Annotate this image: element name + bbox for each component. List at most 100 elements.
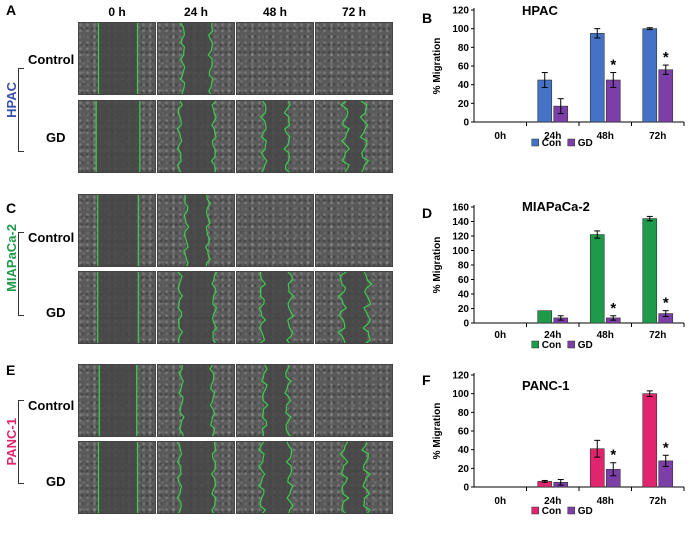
cell-line-label-panc1: PANC-1 [4,418,19,466]
row-label-hpac-control: Control [28,52,75,67]
panel-letter-b: B [422,10,433,26]
wound-gap [181,365,213,436]
legend-label-gd: GD [578,506,593,517]
wound-edge-line [286,272,295,343]
legend-label-con: Con [542,340,561,351]
x-tick-label-72h: 72h [649,131,666,142]
wound-gap [96,101,140,172]
wound-edge-line [183,195,190,266]
y-tick-label: 40 [458,445,470,456]
wound-gap [97,195,139,266]
y-tick-label: 40 [458,290,470,301]
group-bracket-hpac [18,68,24,152]
panel-letter-f: F [422,372,431,388]
bar-con-24h [537,310,553,324]
micrograph-hpac-control-0h [78,22,156,95]
panel-letter-a: A [6,2,17,18]
row-label-panc-control: Control [28,398,75,413]
group-bracket-panc1 [18,400,24,484]
bar-gd-72h [658,69,674,123]
micrograph-panc-control-0h [78,364,156,437]
micrograph-hpac-gd-0h [78,100,156,173]
y-tick-label: 80 [458,408,470,419]
chart-title: HPAC [522,3,558,18]
wound-gap [344,442,366,513]
wound-gap [182,23,212,94]
wound-edge-line [257,442,267,513]
y-tick-label: 120 [452,6,469,17]
wound-edge-line [177,272,184,343]
micrograph-panc-control-48h [236,364,314,437]
row-label-mia-gd: GD [46,305,66,320]
wound-edge-line [210,442,217,513]
y-tick-label: 60 [458,427,470,438]
bar-con-72h [642,393,658,488]
wound-edge-line [260,365,269,436]
wound-gap [179,272,215,343]
time-header-24h: 24 h [183,5,208,19]
chart-title: PANC-1 [522,378,569,393]
y-axis-label: % Migration [432,403,443,460]
micrograph-panc-gd-0h [78,441,156,514]
y-tick-label: 120 [452,371,469,382]
micrograph-panc-gd-24h [157,441,235,514]
wound-gap [342,272,368,343]
wound-gap [179,442,215,513]
wound-gap [97,272,139,343]
bar-con-72h [642,218,658,324]
significance-star-72h: * [663,49,669,66]
micrograph-panc-gd-72h [315,441,393,514]
y-tick-label: 100 [452,389,469,400]
wound-edge-line [362,272,373,343]
legend-swatch-con [531,506,539,515]
y-tick-label: 0 [463,483,469,494]
wound-gap [264,365,288,436]
wound-edge-line [284,365,292,436]
micrograph-hpac-control-48h [236,22,314,95]
y-axis-label: % Migration [432,237,443,294]
wound-gap [261,272,291,343]
wound-edge-line [176,101,183,172]
wound-edge-line [285,442,294,513]
y-tick-label: 20 [458,304,470,315]
chart-d-miapaca2: MIAPaCa-2 % Migration 0 20 40 60 80 100 120 140 16… [422,195,700,370]
legend-swatch-gd [567,506,575,515]
micrograph-hpac-gd-48h [236,100,314,173]
wound-edge-line [207,23,214,94]
bar-con-48h [589,33,605,123]
significance-star-48h: * [610,57,616,74]
bar-con-48h [589,234,605,324]
wound-gap [264,101,288,172]
x-tick-label-72h: 72h [649,496,666,507]
time-header-72h: 72 h [341,5,366,19]
y-tick-label: 140 [452,217,469,228]
wound-gap [99,365,137,436]
panel-letter-e: E [6,362,16,378]
wound-gap [179,101,215,172]
row-label-hpac-gd: GD [46,130,66,145]
cell-line-label-miapaca2: MIAPaCa-2 [4,224,19,292]
significance-star-48h: * [610,447,616,464]
panel-letter-c: C [6,200,17,216]
y-tick-label: 160 [452,203,469,214]
wound-gap [98,23,138,94]
micrograph-mia-gd-72h [315,271,393,344]
micrograph-mia-control-48h [236,194,314,267]
micrograph-hpac-control-72h [315,22,393,95]
micrograph-mia-gd-24h [157,271,235,344]
legend-label-gd: GD [578,340,593,351]
row-label-panc-gd: GD [46,474,66,489]
micrograph-hpac-gd-72h [315,100,393,173]
micrograph-panc-control-24h [157,364,235,437]
legend-swatch-gd [567,340,575,349]
row-label-mia-control: Control [28,230,75,245]
y-tick-label: 20 [458,464,470,475]
legend-label-gd: GD [578,138,593,149]
y-tick-label: 100 [452,24,469,35]
wound-edge-line [211,272,218,343]
y-tick-label: 120 [452,232,469,243]
chart-f-panc1: PANC-1 % Migration 0 20 40 60 80 100 120 0h 24h 48h… [422,365,700,534]
group-bracket-miapaca2 [18,232,24,316]
y-tick-label: 80 [458,43,470,54]
wound-edge-line [361,442,372,513]
